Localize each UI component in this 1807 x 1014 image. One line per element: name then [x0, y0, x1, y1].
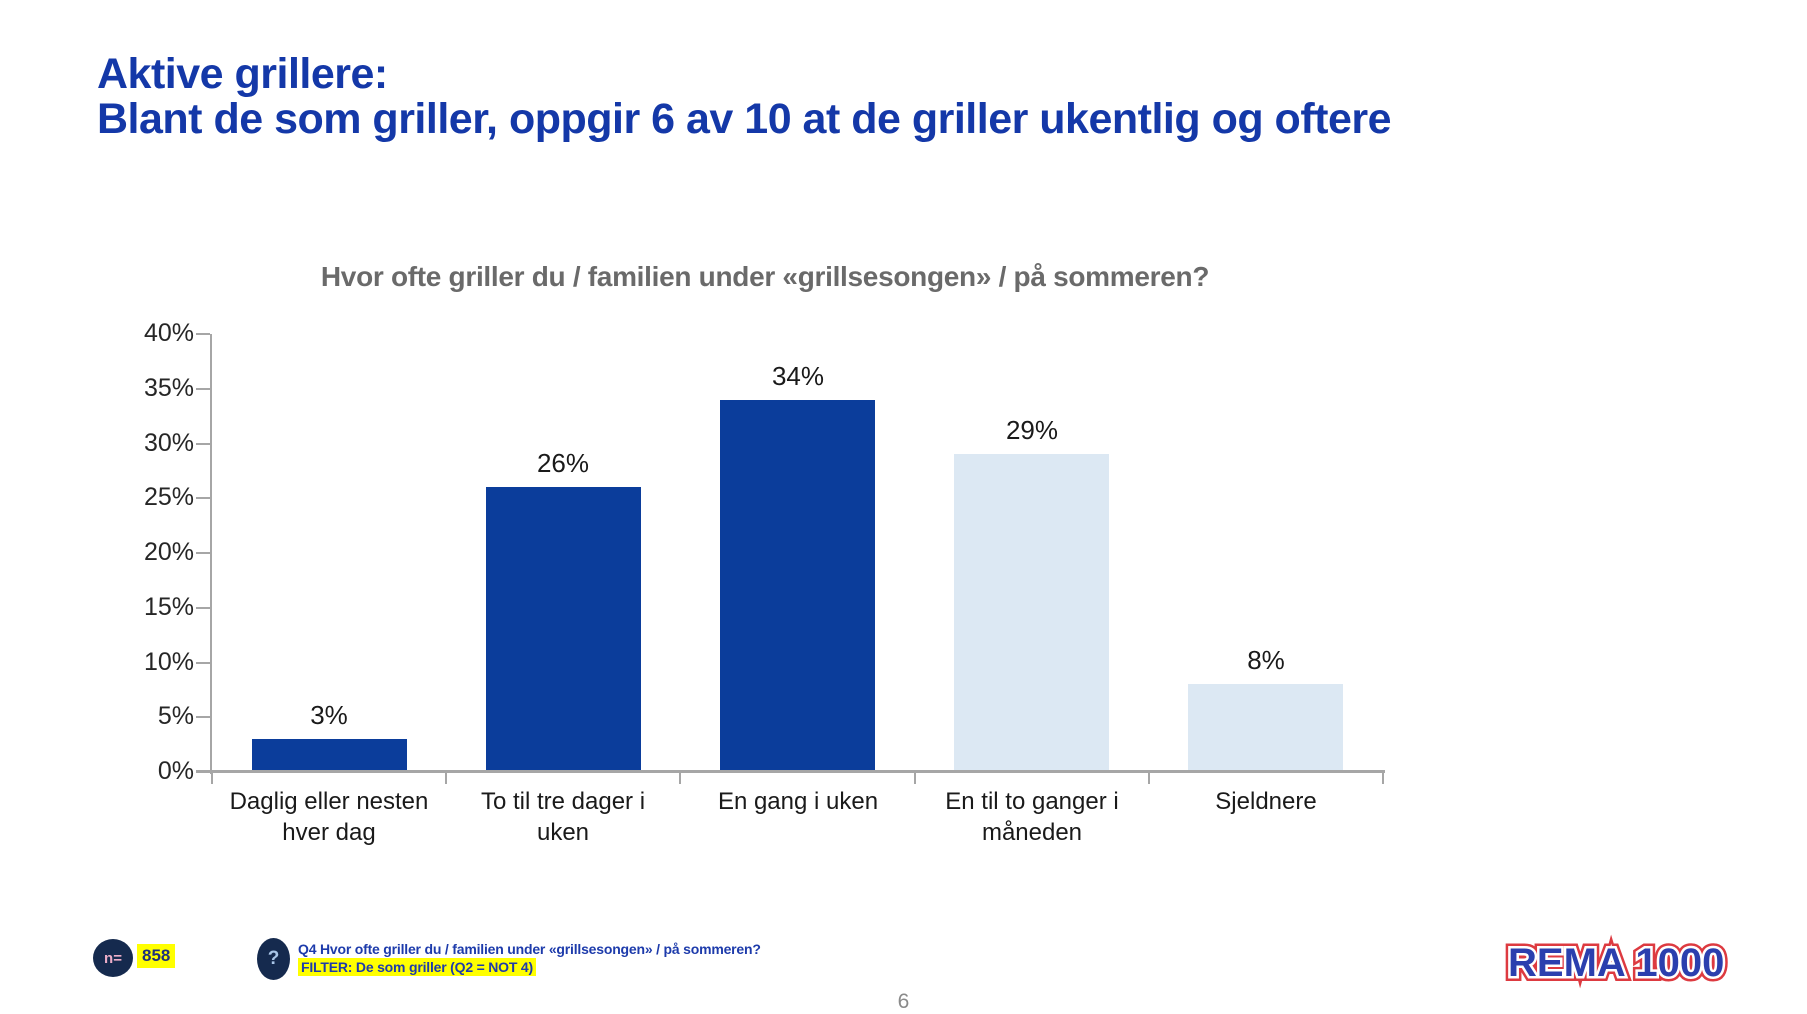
question-mark-icon: ? [257, 938, 290, 980]
slide-title-line1: Aktive grillere: [97, 50, 388, 98]
question-text: Q4 Hvor ofte griller du / familien under… [298, 941, 761, 957]
logo-outline-white: REMA 1000 [1505, 939, 1726, 988]
y-axis-tick [196, 442, 210, 445]
x-axis-tick [1382, 773, 1384, 784]
x-axis-tick [211, 773, 213, 784]
y-axis-line [210, 334, 212, 774]
bar [486, 487, 641, 772]
x-axis-label: En til to ganger i måneden [945, 788, 1119, 846]
rema-1000-logo: REMA 1000 REMA 1000 REMA 1000 [1503, 936, 1768, 991]
y-axis-tick [196, 606, 210, 609]
y-axis-label: 5% [157, 702, 194, 731]
y-axis-tick [196, 552, 210, 554]
x-axis-label: To til tre dager i uken [480, 788, 646, 846]
x-axis-tick [679, 773, 681, 784]
y-axis-tick [196, 661, 210, 664]
bar [1188, 684, 1343, 772]
bar [720, 400, 875, 772]
y-axis-tick [196, 387, 210, 390]
y-axis-label: 25% [143, 483, 194, 512]
x-axis-tick [445, 773, 447, 784]
y-axis-tick [196, 333, 210, 335]
y-axis-tick [196, 497, 210, 500]
sample-size-value: 858 [137, 944, 176, 968]
x-axis-tick [1148, 773, 1150, 784]
logo-text: REMA 1000 [1508, 941, 1725, 985]
x-axis-tick [914, 773, 916, 784]
y-axis-label: 35% [143, 373, 194, 402]
bar-value-label: 3% [310, 700, 348, 730]
bar-value-label: 29% [1005, 415, 1059, 445]
logo-outline-red: REMA 1000 [1503, 936, 1729, 990]
bar [954, 454, 1109, 772]
y-axis-label: 20% [143, 538, 194, 566]
slide-title: Aktive grillere: Blant de som griller, o… [97, 50, 1392, 143]
sample-size-label: n= [104, 949, 122, 967]
page-number: 6 [897, 990, 910, 1013]
plot-area: 0% 5% 10% 15% 20% 25% 30% 35% 40% 3% Daglig eller… [144, 319, 1385, 846]
y-axis-label: 40% [143, 319, 194, 347]
bar-value-label: 8% [1247, 645, 1285, 675]
x-axis-label: En gang i uken [717, 788, 879, 815]
y-axis-label: 10% [143, 647, 194, 676]
y-axis-tick [196, 716, 210, 719]
x-axis-label: Sjeldnere [1215, 788, 1317, 815]
filter-text: FILTER: De som griller (Q2 = NOT 4) [298, 958, 536, 976]
x-axis-label: Daglig eller nesten hver dag [229, 788, 429, 846]
bar [252, 739, 407, 772]
slide-title-line2: Blant de som griller, oppgir 6 av 10 at … [97, 95, 1392, 143]
sample-size-badge: n= [93, 939, 133, 977]
y-axis-label: 0% [157, 757, 194, 785]
x-axis-line [196, 770, 1385, 773]
chart-title: Hvor ofte griller du / familien under «g… [320, 261, 1210, 292]
bar-value-label: 26% [536, 448, 590, 478]
y-axis-label: 15% [143, 592, 194, 621]
bar-value-label: 34% [771, 361, 825, 391]
y-axis-label: 30% [143, 428, 194, 457]
question-info: Q4 Hvor ofte griller du / familien under… [298, 941, 761, 976]
